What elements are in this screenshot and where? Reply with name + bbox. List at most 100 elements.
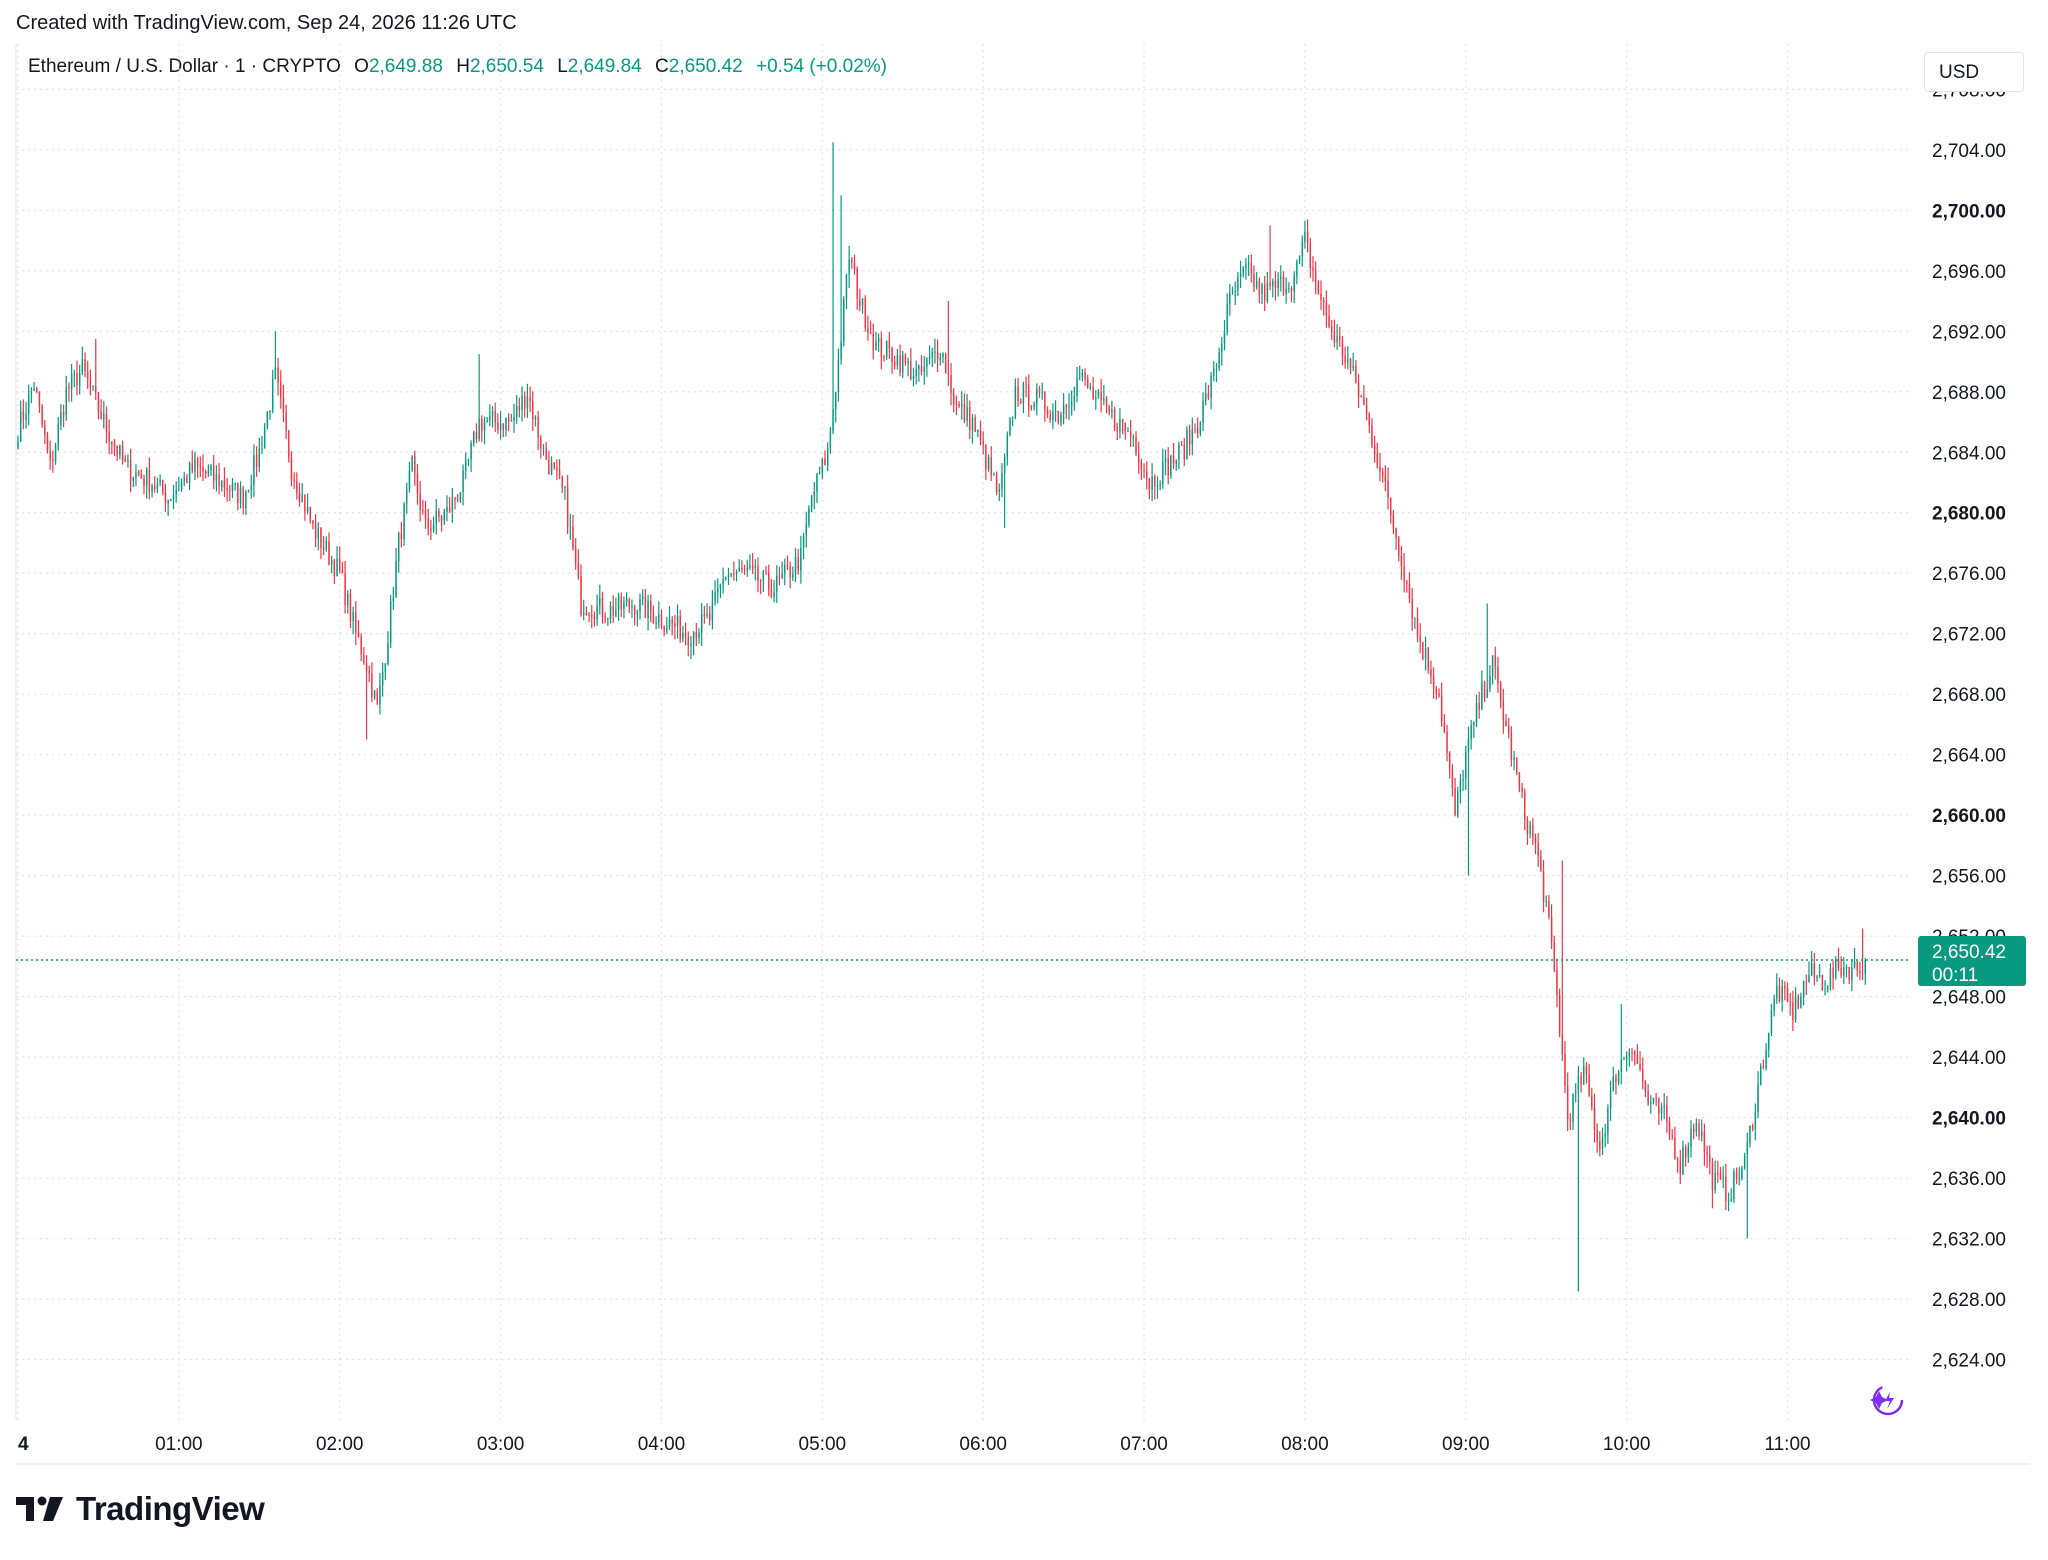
candle (478, 353, 480, 442)
candle-body (1408, 583, 1411, 599)
candle-body (1808, 974, 1810, 983)
candle-body (741, 567, 743, 570)
candle (985, 444, 987, 481)
high-value: 2,650.54 (469, 56, 544, 77)
candle-body (462, 470, 464, 493)
candle-body (781, 573, 783, 578)
y-tick-label: 2,624.00 (1932, 1351, 2006, 1372)
candle (481, 415, 483, 443)
candle (1095, 390, 1097, 411)
candle-body (1695, 1123, 1698, 1132)
candle-body (392, 597, 395, 601)
candle-body (365, 663, 368, 671)
candle-body (1569, 1119, 1572, 1122)
tradingview-logo[interactable]: TradingView (16, 1490, 265, 1528)
candle (68, 382, 70, 403)
candle-body (277, 367, 279, 383)
sparkle-icon[interactable] (1870, 1384, 1904, 1416)
candle-body (1827, 986, 1829, 990)
candle (419, 481, 421, 522)
candle (869, 320, 872, 335)
candle-body (928, 356, 931, 359)
candle (1304, 220, 1306, 249)
candle (853, 254, 856, 275)
candle-body (186, 476, 188, 483)
candle (1014, 378, 1017, 420)
candle-body (824, 458, 826, 466)
candle-body (1851, 967, 1853, 980)
candle-body (1719, 1173, 1722, 1180)
candle (1497, 656, 1499, 693)
candle (1856, 960, 1858, 977)
candle-body (1805, 981, 1808, 983)
candle (1446, 724, 1448, 762)
x-tick-label: 4 (18, 1434, 29, 1455)
candle (679, 610, 681, 643)
candle-body (1765, 1049, 1767, 1069)
candle-body (301, 494, 303, 503)
candle-body (221, 480, 223, 488)
candle (1030, 404, 1033, 411)
candle (400, 522, 403, 548)
candle-body (1422, 642, 1424, 659)
currency-button[interactable]: USD (1924, 52, 2024, 92)
candle (416, 464, 419, 505)
candle (577, 549, 580, 580)
candle (910, 348, 912, 381)
candle (175, 481, 177, 503)
candle-body (1532, 824, 1534, 838)
candle (86, 360, 89, 390)
candle-body (1735, 1171, 1738, 1179)
candle (974, 414, 976, 433)
candle (269, 410, 271, 421)
candle-body (1044, 392, 1046, 411)
candle-body (864, 298, 866, 329)
candle (1309, 238, 1312, 278)
candle (582, 599, 585, 621)
candle (1202, 392, 1204, 431)
price-chart[interactable]: 2,708.002,704.002,700.002,696.002,692.00… (0, 0, 2048, 1480)
candle-body (1548, 900, 1550, 917)
candle-body (1577, 1075, 1580, 1092)
symbol-name[interactable]: Ethereum / U.S. Dollar · 1 · CRYPTO (28, 56, 341, 77)
candle-body (1574, 1091, 1577, 1094)
candle-body (800, 548, 802, 571)
candle (1832, 960, 1834, 990)
candle (1663, 1093, 1665, 1120)
y-tick-label: 2,684.00 (1932, 443, 2006, 464)
candle (695, 622, 698, 647)
candle-body (749, 565, 751, 568)
candle (414, 450, 416, 486)
candle-body (502, 423, 505, 431)
candle-body (1711, 1161, 1714, 1190)
candle (1749, 1125, 1751, 1148)
candle-body (1028, 384, 1030, 408)
candle-body (124, 460, 126, 462)
candle (781, 561, 783, 580)
candle (843, 296, 845, 347)
candle-body (414, 456, 416, 474)
candle-body (1049, 414, 1051, 421)
candle (465, 452, 467, 480)
candle-body (1349, 358, 1352, 368)
candle (1191, 417, 1194, 456)
candle-body (1285, 288, 1287, 295)
candle (1727, 1192, 1730, 1212)
candle (1765, 1043, 1767, 1071)
candle (891, 346, 893, 374)
axes: 2,708.002,704.002,700.002,696.002,692.00… (15, 44, 2030, 1465)
candle (1001, 463, 1003, 498)
candle (902, 350, 904, 378)
candle (250, 474, 252, 499)
candle-body (633, 606, 636, 615)
candle (1213, 360, 1215, 382)
candle (700, 603, 703, 647)
candle (800, 535, 802, 584)
candle (22, 399, 25, 430)
candle-body (1784, 986, 1786, 989)
candle (1087, 374, 1089, 389)
candle (773, 580, 775, 603)
candle (574, 538, 577, 570)
low-value: 2,649.84 (567, 56, 642, 77)
candle-body (727, 575, 730, 577)
